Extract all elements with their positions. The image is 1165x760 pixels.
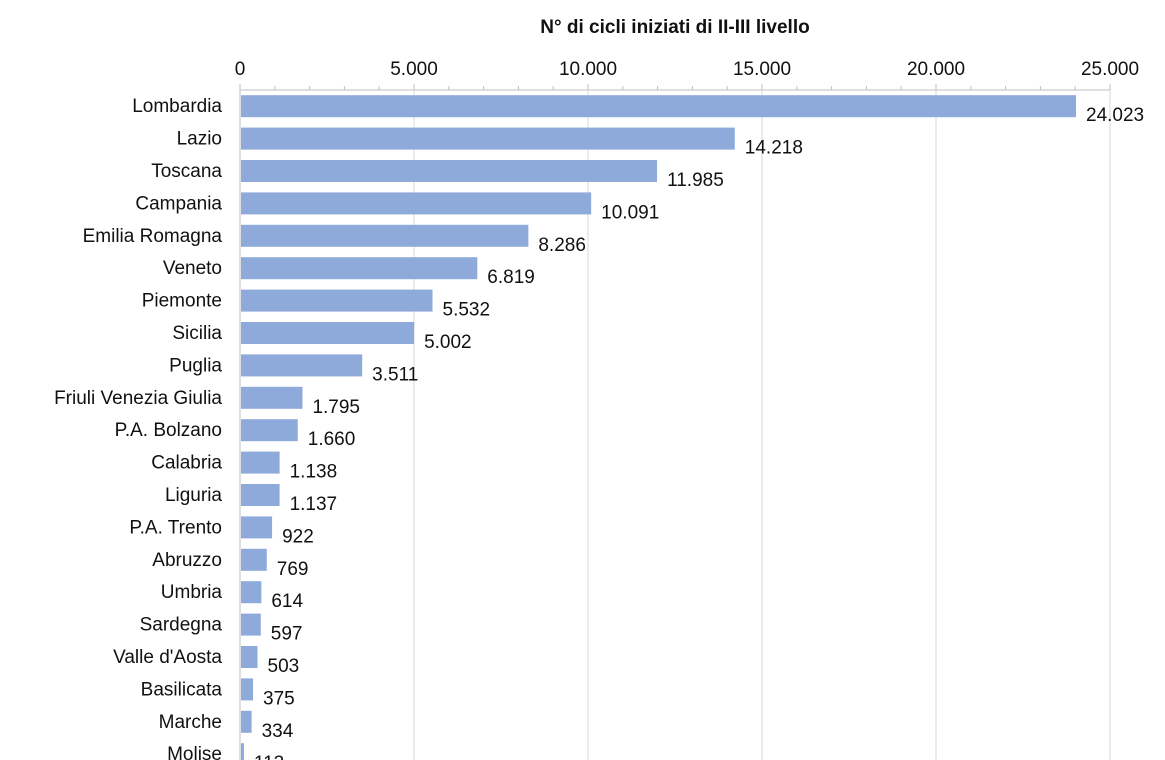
data-label-sicilia: 5.002 bbox=[424, 332, 472, 353]
x-tick-label-0: 0 bbox=[235, 59, 246, 80]
bar-veneto bbox=[241, 257, 478, 280]
data-label-friuli-venezia-giulia: 1.795 bbox=[312, 397, 360, 418]
data-label-lazio: 14.218 bbox=[745, 138, 803, 159]
x-axis-ticks: 0 5.000 10.000 15.000 20.000 25.000 bbox=[235, 59, 1139, 760]
data-label-liguria: 1.137 bbox=[290, 494, 338, 515]
x-tick-label-5-000: 5.000 bbox=[390, 59, 438, 80]
data-label-campania: 10.091 bbox=[601, 202, 659, 223]
category-label-marche: Marche bbox=[159, 712, 222, 733]
data-label-sardegna: 597 bbox=[271, 624, 303, 645]
bar-p-a-bolzano bbox=[241, 419, 298, 442]
category-label-umbria: Umbria bbox=[161, 582, 223, 603]
category-label-liguria: Liguria bbox=[165, 485, 222, 506]
data-label-p-a-bolzano: 1.660 bbox=[308, 429, 356, 450]
bar-liguria bbox=[241, 484, 280, 506]
x-tick-label-10-000: 10.000 bbox=[559, 59, 617, 80]
category-label-abruzzo: Abruzzo bbox=[152, 550, 222, 571]
data-label-puglia: 3.511 bbox=[372, 364, 418, 385]
bars bbox=[241, 95, 1077, 760]
data-label-calabria: 1.138 bbox=[290, 462, 338, 483]
bar-abruzzo bbox=[241, 548, 267, 571]
bar-sicilia bbox=[241, 322, 415, 344]
data-label-piemonte: 5.532 bbox=[443, 300, 491, 321]
bar-umbria bbox=[241, 581, 262, 604]
x-tick-label-25-000: 25.000 bbox=[1081, 59, 1139, 80]
data-label-molise: 113 bbox=[254, 753, 284, 760]
category-label-valle-d-aosta: Valle d'Aosta bbox=[113, 647, 222, 668]
category-label-p-a-trento: P.A. Trento bbox=[129, 517, 222, 538]
data-label-lombardia: 24.023 bbox=[1086, 105, 1144, 126]
category-label-campania: Campania bbox=[135, 193, 222, 214]
data-label-umbria: 614 bbox=[271, 591, 303, 612]
data-label-toscana: 11.985 bbox=[667, 170, 724, 191]
data-label-emilia-romagna: 8.286 bbox=[538, 235, 586, 256]
bar-p-a-trento bbox=[241, 516, 273, 539]
bar-marche bbox=[241, 710, 252, 733]
bar-lazio bbox=[241, 127, 735, 150]
data-label-veneto: 6.819 bbox=[487, 267, 535, 288]
category-label-veneto: Veneto bbox=[163, 258, 222, 279]
data-label-p-a-trento: 922 bbox=[282, 526, 314, 547]
category-label-lombardia: Lombardia bbox=[132, 96, 222, 117]
category-label-puglia: Puglia bbox=[169, 355, 222, 376]
category-label-toscana: Toscana bbox=[151, 161, 222, 182]
category-label-friuli-venezia-giulia: Friuli Venezia Giulia bbox=[54, 388, 222, 409]
category-labels: Lombardia Lazio Toscana Campania Emilia Roma… bbox=[54, 96, 222, 760]
bar-puglia bbox=[241, 354, 363, 377]
chart-title: N° di cicli iniziati di II-III livello bbox=[540, 17, 809, 38]
category-label-piemonte: Piemonte bbox=[142, 291, 222, 312]
x-tick-label-15-000: 15.000 bbox=[733, 59, 791, 80]
bar-lombardia bbox=[241, 95, 1077, 118]
category-label-emilia-romagna: Emilia Romagna bbox=[83, 226, 223, 247]
bar-friuli-venezia-giulia bbox=[241, 386, 303, 409]
bar-piemonte bbox=[241, 289, 433, 312]
data-label-abruzzo: 769 bbox=[277, 559, 309, 580]
category-label-sardegna: Sardegna bbox=[140, 615, 223, 636]
data-label-marche: 334 bbox=[262, 721, 294, 742]
bar-valle-d-aosta bbox=[241, 646, 258, 668]
category-label-basilicata: Basilicata bbox=[141, 679, 223, 700]
bar-campania bbox=[241, 192, 592, 215]
bar-emilia-romagna bbox=[241, 224, 529, 247]
category-label-calabria: Calabria bbox=[151, 453, 222, 474]
category-label-molise: Molise bbox=[167, 744, 222, 760]
category-label-sicilia: Sicilia bbox=[172, 323, 222, 344]
bar-molise bbox=[241, 743, 244, 760]
x-tick-label-20-000: 20.000 bbox=[907, 59, 965, 80]
category-label-p-a-bolzano: P.A. Bolzano bbox=[115, 420, 222, 441]
data-label-basilicata: 375 bbox=[263, 688, 295, 709]
bar-basilicata bbox=[241, 678, 254, 701]
category-label-lazio: Lazio bbox=[177, 129, 222, 150]
bar-calabria bbox=[241, 451, 280, 474]
data-label-valle-d-aosta: 503 bbox=[268, 656, 300, 677]
bar-toscana bbox=[241, 160, 658, 182]
bar-sardegna bbox=[241, 613, 261, 636]
